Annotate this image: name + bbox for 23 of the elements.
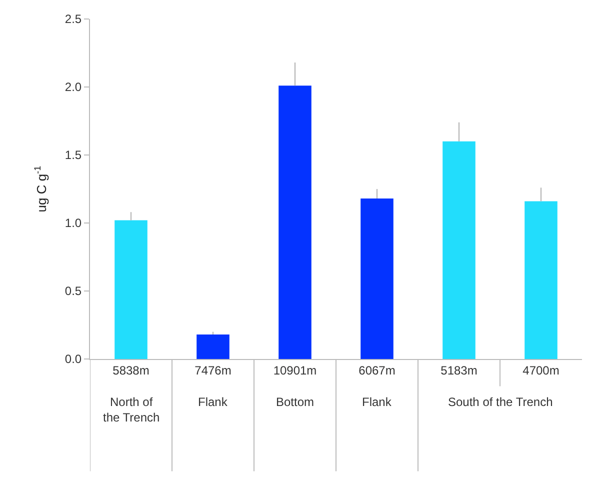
text: North of the Trench	[103, 395, 160, 425]
x-tick-label: 10901m	[273, 363, 317, 378]
bar	[524, 201, 558, 359]
x-tick-label: 5183m	[440, 363, 478, 378]
y-tick-label: 0.0	[64, 352, 82, 366]
y-tick-label: 2.5	[64, 12, 82, 26]
x-tick-label: 6067m	[358, 363, 396, 378]
bar	[278, 86, 312, 359]
x-tick-label: 7476m	[194, 363, 232, 378]
text: Bottom	[276, 395, 314, 409]
bar	[442, 141, 476, 359]
y-tick-label: 2.0	[64, 80, 82, 94]
x-tick-label: 5838m	[112, 363, 150, 378]
y-tick-label: 1.5	[64, 148, 82, 162]
bar	[360, 198, 394, 359]
text: Flank	[362, 395, 392, 409]
text: South of the Trench	[448, 395, 553, 409]
bar	[196, 334, 230, 359]
y-tick-label: 0.5	[64, 284, 82, 298]
x-tick-label: 4700m	[522, 363, 560, 378]
y-tick-label: 1.0	[64, 216, 82, 230]
text: Flank	[198, 395, 228, 409]
bar	[114, 220, 148, 359]
